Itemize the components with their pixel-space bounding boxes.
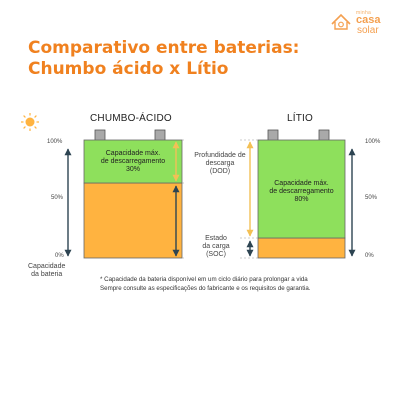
- lead-acid-reserve-fill: [83, 182, 183, 259]
- scale-right-0: 0%: [365, 253, 374, 259]
- lithium-battery: [257, 129, 346, 259]
- lithium-terminal-right: [318, 129, 330, 142]
- lead-acid-terminal-left: [94, 129, 106, 142]
- footnote: * Capacidade da bateria disponível em um…: [100, 275, 311, 293]
- brand-name-top: casa: [356, 14, 381, 26]
- soc-label: Estado da carga (SOC): [202, 235, 230, 258]
- lithium-dod-fill: [257, 139, 346, 239]
- scale-right-50: 50%: [365, 195, 378, 201]
- page-title: Comparativo entre baterias: Chumbo ácido…: [28, 38, 300, 80]
- lead-acid-battery: [83, 129, 183, 259]
- house-sun-icon: [331, 13, 351, 30]
- lead-acid-capacity-text: Capacidade máx. de descarregamento 30%: [100, 150, 166, 173]
- brand-logo: minha casa solar: [330, 8, 390, 48]
- lead-acid-header: CHUMBO-ÁCIDO: [90, 113, 172, 124]
- lithium-terminal-left: [267, 129, 279, 142]
- footnote-line-2: Sempre consulte as especificações do fab…: [100, 285, 311, 292]
- title-line-2: Chumbo ácido x Lítio: [28, 59, 229, 79]
- scale-right-100: 100%: [365, 139, 381, 145]
- lithium-reserve-fill: [257, 237, 346, 259]
- lithium-guides: [240, 139, 258, 259]
- brand-name-bottom: solar: [357, 25, 379, 36]
- title-line-1: Comparativo entre baterias:: [28, 38, 300, 58]
- lead-acid-dod-fill: [83, 139, 183, 184]
- lead-acid-terminal-right: [154, 129, 166, 142]
- capacity-caption: Capacidade da bateria: [28, 263, 66, 278]
- scale-left-50: 50%: [51, 195, 64, 201]
- sun-icon: [21, 113, 39, 131]
- footnote-line-1: * Capacidade da bateria disponível em um…: [100, 276, 308, 283]
- scale-left-100: 100%: [47, 139, 63, 145]
- dod-label: Profundidade de descarga (DOD): [194, 152, 246, 175]
- scale-left-0: 0%: [55, 253, 64, 259]
- lithium-header: LÍTIO: [287, 113, 314, 124]
- lead-acid-guides: [182, 139, 186, 259]
- lithium-capacity-text: Capacidade máx. de descarregamento 80%: [269, 180, 334, 203]
- brand-tagline: minha: [356, 10, 372, 16]
